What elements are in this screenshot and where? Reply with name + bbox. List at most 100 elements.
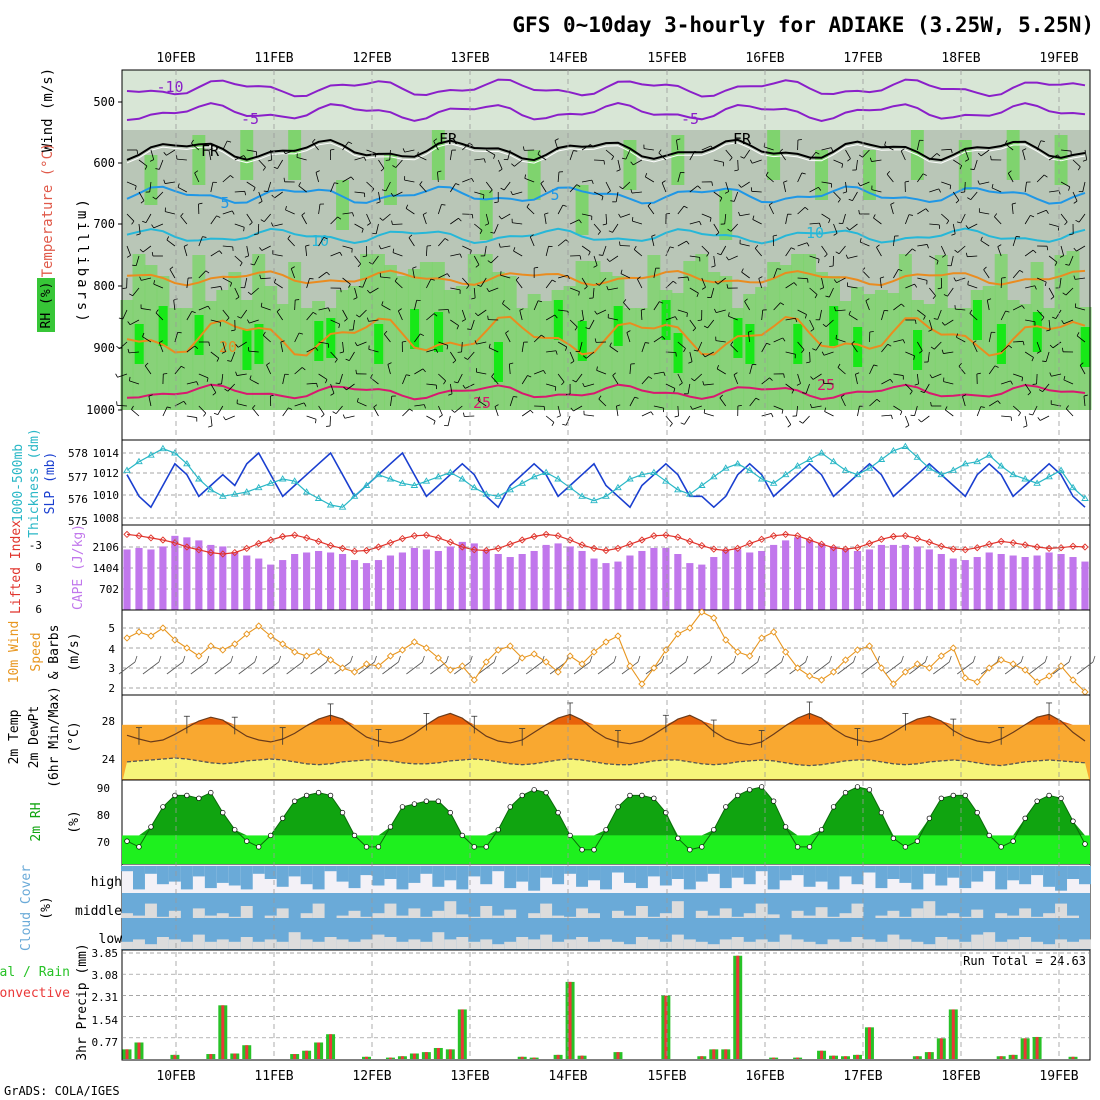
dewpoint-line <box>126 757 1086 767</box>
cloud-middle-bar <box>935 915 948 918</box>
rh-point <box>1034 798 1040 804</box>
cloud-middle-bar <box>647 916 660 918</box>
wind-barb-flag <box>1022 341 1025 346</box>
wind-barb <box>359 309 367 318</box>
surface-wind-barb-flag <box>924 655 928 663</box>
cloud-low-bar <box>959 941 972 949</box>
wind-barb-flag <box>724 191 729 194</box>
li-point <box>877 535 886 543</box>
wind-barb-flag <box>139 276 142 281</box>
precip-convective-bar <box>724 1049 728 1059</box>
wind-barb <box>724 213 727 224</box>
wind-barb-flag <box>151 251 154 257</box>
cloud-low-bar <box>480 939 493 949</box>
wind-barb <box>605 181 611 192</box>
wind-barb-flag <box>338 323 341 329</box>
wind-barb <box>584 414 595 417</box>
cloud-middle-bar <box>564 916 577 918</box>
wind-barb <box>176 158 187 161</box>
wind-barb <box>426 278 432 289</box>
cloud-high-bar <box>576 866 589 887</box>
wind-barb <box>485 213 490 224</box>
wind-barb-flag <box>1008 345 1013 349</box>
wind-barb <box>477 309 487 317</box>
rh-shade-column <box>707 272 721 410</box>
wind-barb-flag <box>663 371 666 376</box>
wind-barb-flag <box>791 247 796 250</box>
cloud-middle-bar <box>851 903 864 918</box>
rh-point <box>483 844 489 850</box>
wind-barb <box>208 150 212 161</box>
wind-barb <box>198 405 207 414</box>
wind-barb <box>537 153 547 161</box>
surface-wind-barb-flag <box>1092 655 1096 663</box>
rh-tick: 70 <box>97 836 110 849</box>
cloud-high-bar <box>312 866 325 890</box>
precip-convective-bar <box>317 1042 321 1059</box>
wind-barb <box>733 191 739 202</box>
cape-bar <box>1057 553 1065 610</box>
thickness-point <box>1081 494 1089 501</box>
wind-barb-flag <box>737 404 742 407</box>
wind-barb-flag <box>738 184 742 188</box>
wind-barb-flag <box>332 411 337 415</box>
wind-barb <box>931 373 942 379</box>
wind-barb-flag <box>922 173 927 176</box>
wind-barb-flag <box>783 180 788 183</box>
contour-label: 25 <box>817 376 835 394</box>
cape-bar <box>410 547 418 610</box>
wind-barb <box>752 219 762 225</box>
wind-barb <box>879 278 882 289</box>
wind-barb <box>342 277 351 285</box>
wind-barb-flag <box>1038 389 1043 393</box>
thickness-point <box>374 470 383 478</box>
rh-shade-patch <box>194 315 204 355</box>
wind-barb <box>390 396 393 407</box>
wind-barb <box>183 246 188 257</box>
precip-convective-bar <box>1023 1038 1027 1059</box>
li-point <box>494 544 502 553</box>
cloud-middle-bar <box>576 908 589 918</box>
thickness-point <box>925 464 934 471</box>
rh-shade-patch <box>745 324 755 364</box>
thickness-point <box>578 492 586 499</box>
wind-barb <box>502 303 511 311</box>
cloud-high-bar <box>324 866 337 872</box>
surface-wind-barb-flag <box>709 655 713 663</box>
rh-point <box>998 844 1004 850</box>
rh-point <box>1070 818 1076 824</box>
wind-barb <box>849 223 858 231</box>
rh-shade-column <box>886 293 900 410</box>
rh-shade-column <box>348 286 362 410</box>
rh-shade-patch <box>374 324 384 364</box>
surface-wind-barb <box>166 661 184 675</box>
rh-shade-patch <box>326 318 336 358</box>
surface-wind-barb-flag <box>278 655 282 663</box>
wind-barb-flag <box>1021 377 1024 382</box>
rh-point <box>435 798 442 804</box>
wind-barb <box>438 238 446 247</box>
wind-barb <box>381 304 391 311</box>
wind-barb <box>955 308 966 311</box>
cloud-middle-bar <box>635 906 648 918</box>
temperature-peak-area <box>123 713 1089 725</box>
cloud-low-bar <box>336 939 349 949</box>
wind-barb-flag <box>835 334 837 339</box>
wind-barb-flag <box>801 349 805 353</box>
wind-barb-flag <box>1064 221 1068 226</box>
surface-wind-barb-flag <box>805 655 808 663</box>
wind-barb-flag <box>1069 233 1074 236</box>
slp-tick: 1010 <box>93 489 120 502</box>
wind-barb-flag <box>498 215 502 220</box>
thickness-point <box>650 468 658 475</box>
cloud-middle-bar <box>707 915 720 918</box>
top-date-label: 15FEB <box>647 51 686 66</box>
surface-wind-barb-flag <box>996 655 1000 663</box>
cloud-low-bar <box>839 941 852 949</box>
li-point <box>817 540 826 548</box>
cloud-middle-bar <box>743 913 756 918</box>
precip-convective-bar <box>915 1056 919 1059</box>
wind-barb-flag <box>880 276 885 279</box>
cape-bar <box>877 544 886 610</box>
wind-barb-flag <box>651 234 656 237</box>
